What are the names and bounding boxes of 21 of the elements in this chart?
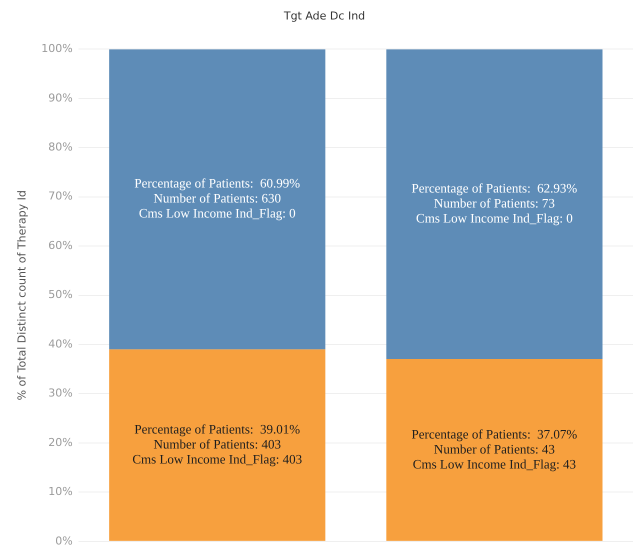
y-tick-label: 20%	[48, 436, 73, 449]
y-tick-label: 90%	[48, 91, 73, 104]
y-tick-label: 10%	[48, 485, 73, 498]
y-tick-label: 80%	[48, 140, 73, 154]
y-tick-label: 100%	[41, 42, 73, 56]
data-label: Percentage of Patients: 62.93% Number of Patients: 73 Cms Low Income Ind_Flag: 0	[412, 180, 578, 226]
bar	[386, 358, 603, 541]
bar	[386, 49, 603, 359]
y-tick-label: 30%	[48, 386, 73, 400]
data-label: Percentage of Patients: 39.01% Number of Patients: 403 Cms Low Income Ind_Flag: 403	[132, 422, 302, 467]
y-axis-title: % of Total Distinct count of Therapy Id	[15, 190, 28, 400]
y-tick-label: 70%	[48, 190, 73, 203]
data-label: Percentage of Patients: 60.99% Number of Patients: 630 Cms Low Income Ind_Flag: 0	[134, 176, 300, 221]
data-label: Percentage of Patients: 37.07% Number of Patients: 43 Cms Low Income Ind_Flag: 43	[412, 426, 578, 472]
y-tick-label: 60%	[48, 238, 73, 252]
bar	[109, 49, 326, 350]
y-tick-label: 50%	[48, 288, 73, 302]
y-tick-label: 0%	[55, 534, 73, 548]
bar	[109, 349, 326, 541]
y-tick-label: 40%	[48, 337, 73, 350]
chart-title: Tgt Ade Dc Ind	[282, 9, 366, 22]
